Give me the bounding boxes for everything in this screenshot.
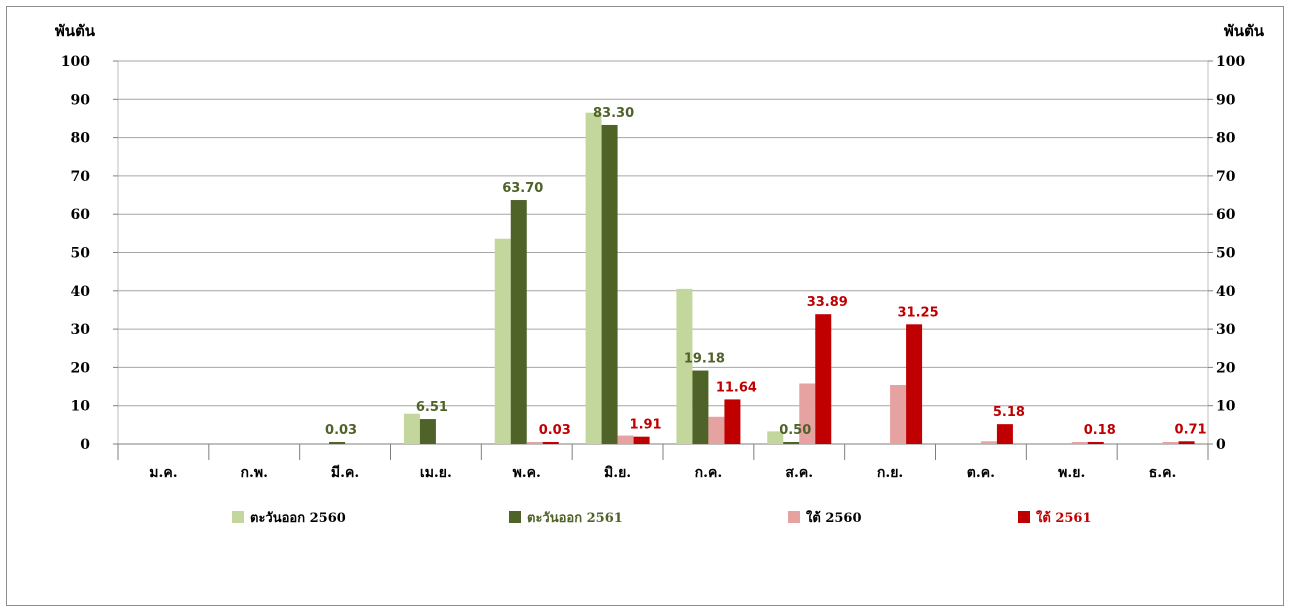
x-tick-label: ส.ค. bbox=[785, 465, 813, 481]
y-axis-unit-right: พันตัน bbox=[1224, 22, 1265, 40]
x-tick-label: มิ.ย. bbox=[604, 465, 631, 481]
y-tick-label-left: 90 bbox=[71, 92, 91, 108]
y-tick-label-left: 100 bbox=[61, 54, 90, 70]
bar bbox=[708, 416, 725, 444]
bar bbox=[494, 238, 511, 444]
chart-frame bbox=[6, 6, 1284, 606]
data-label: 33.89 bbox=[807, 295, 848, 310]
legend-label: ตะวันออก 2560 bbox=[250, 511, 346, 526]
x-tick-label: พ.ค. bbox=[513, 465, 541, 481]
y-tick-label-right: 10 bbox=[1216, 399, 1236, 415]
data-label: 5.18 bbox=[993, 405, 1025, 420]
legend-swatch bbox=[232, 511, 244, 523]
data-labels-layer: 0.03 6.51 63.70 83.30 19.18 0.50 0.03 1.91 11.64… bbox=[325, 106, 1207, 438]
y-tick-label-right: 100 bbox=[1216, 54, 1245, 70]
bar bbox=[783, 442, 800, 444]
legend-label: ตะวันออก 2561 bbox=[527, 511, 623, 526]
legend: ตะวันออก 2560 ตะวันออก 2561 ใต้ 2560 ใต้ 25… bbox=[232, 509, 1092, 526]
bar bbox=[996, 424, 1013, 444]
x-tick-label: เม.ย. bbox=[420, 465, 452, 481]
bar bbox=[767, 431, 784, 444]
bar bbox=[1162, 442, 1179, 444]
y-tick-label-left: 80 bbox=[71, 131, 91, 147]
legend-label: ใต้ 2561 bbox=[1036, 509, 1092, 526]
x-tick-label: ก.ย. bbox=[877, 465, 903, 481]
bar bbox=[329, 442, 346, 444]
bar bbox=[633, 436, 650, 444]
y-tick-label-right: 50 bbox=[1216, 246, 1236, 262]
bar bbox=[585, 112, 602, 444]
axis-layer: พันตัน พันตัน 0 0 10 10 20 20 30 30 40 40 50 50 60 60… bbox=[55, 22, 1265, 481]
bar bbox=[526, 442, 543, 444]
x-tick-label: พ.ย. bbox=[1058, 465, 1085, 481]
y-tick-label-right: 80 bbox=[1216, 131, 1236, 147]
bar bbox=[1071, 442, 1088, 444]
bar bbox=[676, 288, 693, 444]
data-label: 0.50 bbox=[779, 423, 811, 438]
legend-swatch bbox=[509, 511, 521, 523]
y-tick-label-right: 20 bbox=[1216, 360, 1236, 376]
y-tick-label-right: 30 bbox=[1216, 322, 1236, 338]
y-tick-label-left: 50 bbox=[71, 246, 91, 262]
data-label: 63.70 bbox=[502, 181, 543, 196]
bars-layer bbox=[329, 112, 1195, 444]
x-tick-label: ก.ค. bbox=[695, 465, 723, 481]
y-tick-label-left: 20 bbox=[71, 360, 91, 376]
data-label: 0.71 bbox=[1175, 422, 1207, 437]
x-tick-label: มี.ค. bbox=[331, 465, 359, 481]
legend-swatch bbox=[788, 511, 800, 523]
legend-swatch bbox=[1018, 511, 1030, 523]
x-tick-label: ม.ค. bbox=[149, 465, 177, 481]
bar bbox=[542, 442, 559, 444]
bar bbox=[906, 324, 923, 444]
data-label: 0.18 bbox=[1084, 423, 1116, 438]
data-label: 19.18 bbox=[684, 352, 725, 367]
bar bbox=[799, 383, 816, 444]
y-tick-label-right: 0 bbox=[1216, 437, 1226, 453]
y-axis-unit-left: พันตัน bbox=[55, 22, 96, 40]
bar bbox=[1087, 442, 1104, 444]
grid-layer bbox=[113, 60, 1213, 460]
bar bbox=[403, 413, 420, 444]
y-tick-label-left: 30 bbox=[71, 322, 91, 338]
x-tick-label: ก.พ. bbox=[241, 465, 268, 481]
y-tick-label-left: 0 bbox=[80, 437, 90, 453]
y-tick-label-right: 90 bbox=[1216, 92, 1236, 108]
data-label: 11.64 bbox=[716, 380, 757, 395]
bar bbox=[692, 370, 709, 444]
bar bbox=[617, 435, 634, 444]
bar bbox=[890, 385, 907, 444]
data-label: 6.51 bbox=[416, 400, 448, 415]
bar bbox=[724, 399, 741, 444]
y-tick-label-right: 70 bbox=[1216, 169, 1236, 185]
x-tick-label: ต.ค. bbox=[967, 465, 995, 481]
data-label: 0.03 bbox=[325, 423, 357, 438]
bar bbox=[1178, 441, 1195, 444]
y-tick-label-right: 60 bbox=[1216, 207, 1236, 223]
y-tick-label-left: 70 bbox=[71, 169, 91, 185]
bar bbox=[815, 314, 832, 444]
y-tick-label-left: 40 bbox=[71, 284, 91, 300]
data-label: 31.25 bbox=[898, 305, 939, 320]
bar-chart: 0.03 6.51 63.70 83.30 19.18 0.50 0.03 1.91 11.64… bbox=[55, 22, 1265, 526]
legend-label: ใต้ 2560 bbox=[806, 509, 862, 526]
bar bbox=[419, 419, 436, 444]
data-label: 1.91 bbox=[630, 418, 662, 433]
bar bbox=[980, 441, 997, 444]
y-tick-label-right: 40 bbox=[1216, 284, 1236, 300]
bar bbox=[601, 124, 618, 444]
x-tick-label: ธ.ค. bbox=[1149, 465, 1177, 481]
data-label: 0.03 bbox=[539, 423, 571, 438]
y-tick-label-left: 60 bbox=[71, 207, 91, 223]
data-label: 83.30 bbox=[593, 106, 634, 121]
bar bbox=[510, 200, 527, 444]
y-tick-label-left: 10 bbox=[71, 399, 91, 415]
